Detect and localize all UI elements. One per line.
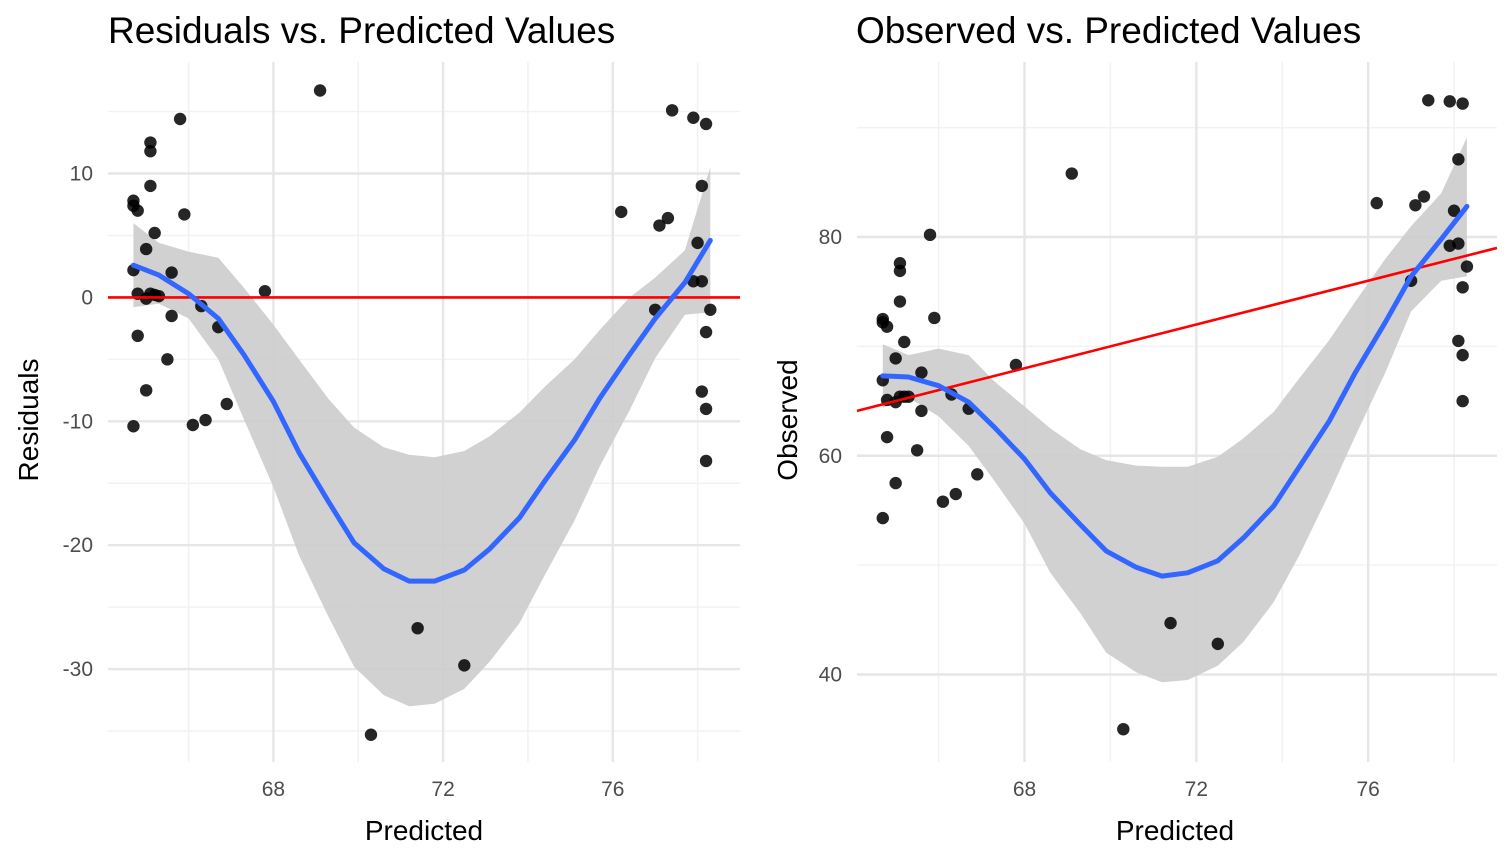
data-point [1443, 95, 1456, 108]
data-point [923, 228, 937, 242]
data-point [880, 320, 894, 333]
y-tick-label: -10 [63, 410, 93, 433]
data-point [1422, 94, 1435, 107]
data-point [704, 303, 717, 316]
data-point [1456, 97, 1469, 110]
data-point [313, 84, 327, 97]
data-point [258, 285, 272, 298]
data-point [699, 402, 713, 416]
data-point [1460, 260, 1474, 273]
right-chart-title: Observed vs. Predicted Values [856, 10, 1362, 51]
y-tick-label: -30 [63, 658, 93, 681]
data-point [695, 275, 709, 288]
data-point [695, 179, 709, 193]
residuals-plot-panel: 68 72 76 -30 -20 -10 0 10 Predicted Residuals [13, 62, 740, 846]
data-point [364, 728, 378, 741]
data-point [131, 204, 144, 217]
data-point [1452, 237, 1465, 250]
confidence-band [133, 167, 711, 707]
data-point [653, 219, 666, 232]
data-point [876, 511, 889, 525]
x-tick-label: 76 [601, 778, 624, 801]
data-point [199, 413, 212, 427]
data-point [161, 353, 174, 366]
y-tick-label: 0 [81, 286, 93, 309]
left-chart-title: Residuals vs. Predicted Values [108, 10, 616, 51]
y-tick-label: -20 [63, 534, 93, 557]
data-point [910, 444, 924, 457]
data-point [165, 266, 178, 279]
data-point [695, 385, 709, 398]
data-point [1009, 358, 1023, 372]
data-point [1452, 153, 1465, 166]
data-point [1370, 196, 1383, 210]
y-tick-label: 40 [819, 664, 842, 687]
data-point [898, 335, 911, 349]
data-point [186, 418, 200, 432]
data-point [1456, 281, 1469, 294]
data-point [936, 495, 950, 508]
data-point [1417, 190, 1431, 203]
data-point [915, 366, 928, 379]
x-tick-label: 72 [431, 778, 454, 801]
data-point [127, 420, 140, 433]
data-point [458, 659, 471, 672]
data-point [889, 476, 902, 490]
y-tick-label: 80 [819, 226, 842, 249]
x-axis-title: Predicted [365, 815, 483, 846]
identity-reference-line [856, 246, 1498, 413]
data-point [1456, 348, 1469, 362]
data-point [144, 136, 157, 149]
data-point [893, 264, 907, 278]
y-tick-label: 10 [70, 163, 93, 186]
data-point [165, 309, 178, 323]
loess-smooth-line [880, 203, 1470, 579]
data-point [699, 325, 713, 339]
data-point [144, 145, 157, 158]
data-point [928, 311, 941, 325]
data-point [699, 117, 713, 131]
data-point [1065, 167, 1078, 180]
y-axis-title: Residuals [13, 359, 44, 482]
data-point [699, 454, 713, 468]
data-point [131, 329, 144, 343]
y-axis-title: Observed [772, 359, 803, 480]
y-tick-label: 60 [819, 445, 842, 468]
data-point [915, 404, 928, 418]
data-point [889, 352, 902, 365]
x-tick-label: 68 [262, 778, 285, 801]
x-tick-label: 68 [1013, 778, 1036, 801]
data-point [691, 236, 704, 250]
data-point [411, 621, 424, 635]
data-point [1117, 722, 1130, 736]
x-tick-label: 76 [1356, 778, 1379, 801]
x-tick-label: 72 [1185, 778, 1208, 801]
data-point [665, 104, 679, 117]
data-point [661, 211, 675, 225]
data-point [880, 430, 894, 444]
data-point [971, 468, 984, 481]
data-point [1447, 204, 1461, 217]
data-point [1409, 199, 1422, 212]
data-point [893, 295, 907, 308]
data-point [144, 179, 157, 193]
loess-smooth-line [130, 237, 713, 584]
data-point [220, 397, 233, 411]
data-point [178, 208, 191, 221]
data-point [173, 112, 187, 126]
observed-plot-panel: 68 72 76 40 60 80 Predicted Observed [772, 62, 1498, 846]
data-point [1452, 334, 1465, 348]
data-point [1456, 394, 1469, 408]
data-point [1211, 637, 1225, 651]
data-point [949, 487, 962, 501]
data-point [139, 384, 153, 397]
data-point [687, 111, 700, 124]
data-point [1164, 616, 1177, 630]
data-point [615, 205, 628, 219]
data-point [148, 226, 161, 240]
x-axis-title: Predicted [1116, 815, 1234, 846]
data-point [139, 242, 153, 256]
